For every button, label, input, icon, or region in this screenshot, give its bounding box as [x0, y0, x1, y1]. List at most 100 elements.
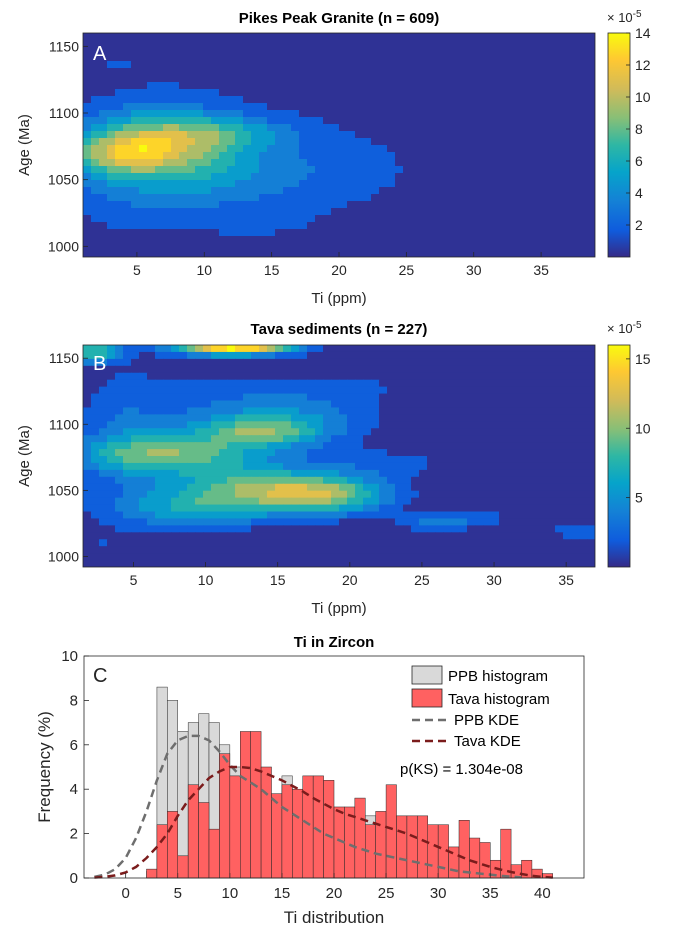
panel-a-heat-cell — [99, 166, 108, 174]
panel-a-heat-cell — [339, 61, 348, 69]
panel-a-heat-cell — [315, 173, 324, 181]
panel-b-heat-cell — [163, 379, 172, 388]
panel-b-heat-cell — [387, 476, 396, 485]
panel-a-heat-cell — [275, 222, 284, 230]
panel-a-heat-cell — [379, 82, 388, 90]
panel-a-heat-cell — [163, 145, 172, 153]
panel-a-heat-cell — [179, 110, 188, 118]
panel-b-heat-cell — [547, 442, 556, 450]
panel-a-heat-cell — [387, 236, 396, 244]
panel-a-heat-cell — [363, 131, 372, 139]
panel-b-heat-cell — [139, 532, 148, 540]
panel-b-heat-cell — [99, 351, 108, 360]
panel-a-heat-cell — [123, 159, 132, 167]
panel-a-heat-cell — [211, 166, 220, 174]
panel-a-heat-cell — [451, 54, 460, 62]
panel-b-heat-cell — [587, 497, 595, 506]
panel-b-heat-cell — [283, 497, 292, 506]
panel-a-heat-cell — [267, 222, 276, 230]
panel-b-heat-cell — [355, 449, 364, 457]
panel-a-heat-cell — [123, 82, 132, 90]
panel-b-heat-cell — [371, 560, 380, 567]
panel-b-heat-cell — [531, 525, 540, 533]
panel-b-heat-cell — [547, 525, 556, 533]
panel-a-heat-cell — [331, 68, 340, 76]
panel-a-heat-cell — [331, 138, 340, 146]
panel-a-heat-cell — [579, 201, 588, 209]
panel-b-heat-cell — [355, 490, 364, 499]
panel-a-heat-cell — [459, 152, 468, 160]
panel-a-heat-cell — [83, 194, 92, 202]
panel-b-heat-cell — [155, 525, 164, 533]
panel-a-heat-cell — [195, 103, 204, 111]
panel-a-heat-cell — [555, 54, 564, 62]
panel-b-heat-cell — [155, 386, 164, 395]
panel-a-heat-cell — [115, 124, 124, 132]
panel-b-heat-cell — [179, 407, 188, 415]
panel-b-heat-cell — [587, 490, 595, 499]
panel-b-heat-cell — [523, 462, 532, 471]
panel-a-heat-cell — [331, 117, 340, 125]
panel-b-heat-cell — [107, 393, 116, 402]
panel-b-heat-cell — [83, 462, 92, 471]
panel-b-heat-cell — [435, 553, 444, 561]
panel-b-heat-cell — [443, 476, 452, 485]
panel-b-heat-cell — [571, 449, 580, 457]
panel-b-heat-cell — [291, 393, 300, 402]
panel-b-heat-cell — [163, 345, 172, 353]
panel-b-heat-cell — [179, 345, 188, 353]
panel-b-heat-cell — [251, 553, 260, 561]
panel-a-heat-cell — [427, 82, 436, 90]
panel-b-heat-cell — [107, 421, 116, 429]
panel-a-heat-cell — [107, 124, 116, 132]
panel-b-heat-cell — [355, 400, 364, 409]
panel-a-heat-cell — [451, 75, 460, 83]
panel-b-heat-cell — [275, 497, 284, 506]
panel-a-heat-cell — [91, 96, 100, 104]
panel-a-heat-cell — [315, 152, 324, 160]
panel-b-colorbar-tick-label: 10 — [635, 420, 651, 436]
panel-a-heat-cell — [147, 180, 156, 188]
panel-b-heat-cell — [187, 525, 196, 533]
panel-a-heat-cell — [99, 103, 108, 111]
panel-a-heat-cell — [315, 222, 324, 230]
panel-a-heat-cell — [427, 208, 436, 216]
panel-a-heat-cell — [275, 110, 284, 118]
panel-b-heat-cell — [363, 456, 372, 464]
panel-a-heat-cell — [459, 229, 468, 237]
panel-b-heat-cell — [291, 414, 300, 422]
panel-b-heat-cell — [147, 490, 156, 499]
panel-b-heat-cell — [147, 560, 156, 567]
panel-a-heat-cell — [499, 236, 508, 244]
panel-b-heat-cell — [539, 435, 548, 443]
panel-a-heat-cell — [115, 82, 124, 90]
panel-b-heat-cell — [155, 435, 164, 443]
panel-b-heat-cell — [523, 560, 532, 567]
panel-b-heat-cell — [587, 414, 595, 422]
panel-b-heat-cell — [507, 435, 516, 443]
panel-b-heat-cell — [531, 393, 540, 402]
panel-a-heat-cell — [219, 187, 228, 195]
panel-a-heat-cell — [203, 250, 212, 257]
panel-b-heat-cell — [411, 539, 420, 547]
panel-a-heat-cell — [155, 187, 164, 195]
panel-a-heat-cell — [347, 187, 356, 195]
panel-a-heat-cell — [195, 117, 204, 125]
panel-b-heat-cell — [403, 358, 412, 367]
panel-b-heat-cell — [427, 428, 436, 436]
panel-a-heat-cell — [435, 61, 444, 69]
panel-a-heat-cell — [451, 131, 460, 139]
panel-b-heat-cell — [155, 469, 164, 478]
panel-b-heat-cell — [99, 428, 108, 436]
panel-a-heat-cell — [339, 194, 348, 202]
panel-b-heat-cell — [563, 435, 572, 443]
panel-b-heat-cell — [251, 462, 260, 471]
panel-b-heat-cell — [403, 414, 412, 422]
panel-b-heat-cell — [427, 469, 436, 478]
panel-a-heat-cell — [451, 180, 460, 188]
panel-a-heat-cell — [91, 173, 100, 181]
panel-a-heat-cell — [451, 145, 460, 153]
panel-b-heat-cell — [195, 345, 204, 353]
panel-a-heat-cell — [515, 89, 524, 97]
panel-a-heat-cell — [427, 33, 436, 41]
